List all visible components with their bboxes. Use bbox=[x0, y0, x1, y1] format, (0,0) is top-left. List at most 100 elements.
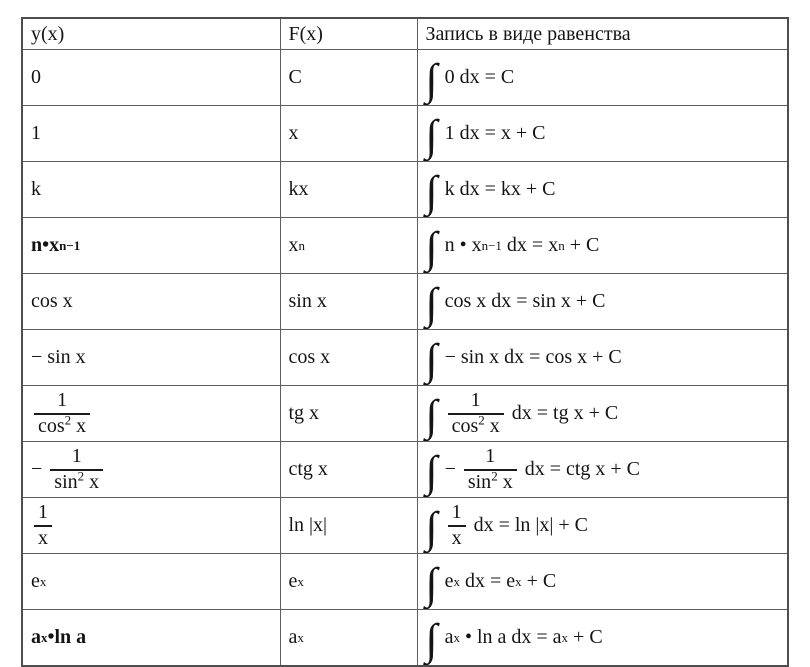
math-text: e bbox=[444, 570, 454, 592]
fraction-denominator: sin2 x bbox=[50, 467, 104, 494]
math-text: sin bbox=[467, 470, 492, 493]
header-yx: y(x) bbox=[21, 17, 281, 50]
fraction-numerator: 1 bbox=[53, 389, 71, 413]
fraction-numerator: 1 bbox=[34, 500, 52, 525]
table-row: cos x sin x ∫ cos x dx = sin x + C bbox=[21, 273, 789, 330]
table-row: 1 x ∫ 1 dx = x + C bbox=[21, 105, 789, 162]
fraction-denominator: cos2 x bbox=[447, 412, 504, 438]
cell-F: ln |x| bbox=[279, 497, 418, 554]
fraction-numerator: 1 bbox=[448, 500, 466, 525]
math-text: − sin x dx = cos x + C bbox=[444, 346, 622, 368]
math-text: n•x bbox=[31, 234, 60, 256]
cell-y-content: − 1 sin2 x bbox=[31, 444, 272, 495]
math-text: dx = e bbox=[459, 570, 516, 592]
math-text: k bbox=[31, 178, 41, 200]
cell-F-content: ln |x| bbox=[289, 500, 409, 551]
math-text: a bbox=[31, 626, 41, 648]
math-text: − sin x bbox=[31, 346, 86, 368]
cell-equation: ∫ 1 dx = x + C bbox=[416, 105, 789, 162]
cell-equation-content: ∫ 1 x dx = ln |x| + C bbox=[425, 500, 589, 552]
cell-y-content: 0 bbox=[31, 52, 272, 103]
cell-F: x bbox=[279, 105, 418, 162]
cell-equation: ∫ 1 x dx = ln |x| + C bbox=[416, 497, 789, 554]
math-text: 1 bbox=[451, 500, 462, 523]
cell-y-content: n•x n−1 bbox=[31, 234, 81, 256]
cell-equation: ∫ k dx = kx + C bbox=[416, 161, 789, 218]
superscript: 2 bbox=[77, 467, 85, 483]
math-text: tg x bbox=[288, 402, 320, 424]
math-text: x bbox=[71, 414, 87, 437]
cell-equation: ∫ − sin x dx = cos x + C bbox=[416, 329, 789, 386]
math-text: ctg x bbox=[288, 458, 328, 480]
math-text: 1 dx = x + C bbox=[444, 122, 546, 144]
math-text: C bbox=[288, 66, 302, 88]
math-text: + C bbox=[564, 234, 600, 256]
fraction: 1 cos2 x bbox=[34, 389, 91, 438]
fraction: 1 sin2 x bbox=[50, 445, 104, 494]
math-text: cos x bbox=[288, 346, 331, 368]
cell-y: cos x bbox=[21, 273, 281, 330]
cell-y-content: 1 bbox=[31, 108, 272, 159]
math-text: a bbox=[444, 626, 454, 648]
fraction-numerator: 1 bbox=[68, 445, 86, 469]
math-text: k dx = kx + C bbox=[444, 178, 556, 200]
math-text: − bbox=[444, 458, 461, 480]
cell-equation-content: ∫ 1 dx = x + C bbox=[425, 110, 546, 160]
header-row: y(x) F(x) Запись в виде равенства bbox=[21, 17, 789, 50]
cell-F-content: cos x bbox=[289, 332, 409, 383]
fraction-denominator: cos2 x bbox=[34, 411, 91, 438]
math-text: x bbox=[288, 234, 299, 256]
math-text: 1 bbox=[485, 444, 496, 467]
cell-equation: ∫ cos x dx = sin x + C bbox=[416, 273, 789, 330]
math-text: x bbox=[497, 470, 513, 493]
cell-F: tg x bbox=[279, 385, 418, 442]
math-text: a bbox=[288, 626, 298, 648]
math-text: kx bbox=[288, 178, 309, 200]
cell-y-content: k bbox=[31, 164, 272, 215]
header-Fx: F(x) bbox=[279, 17, 418, 50]
math-text: cos x dx = sin x + C bbox=[444, 290, 606, 312]
math-text: dx = ctg x + C bbox=[519, 458, 641, 480]
cell-equation-content: ∫ 0 dx = C bbox=[425, 54, 515, 104]
cell-equation: ∫ 1 cos2 x dx = tg x + C bbox=[416, 385, 789, 442]
fraction-denominator: x bbox=[34, 524, 52, 550]
cell-y: k bbox=[21, 161, 281, 218]
superscript: 2 bbox=[491, 467, 498, 483]
cell-y: 0 bbox=[21, 49, 281, 106]
math-text: sin bbox=[54, 470, 78, 493]
cell-y-content: cos x bbox=[31, 276, 272, 327]
math-text: 1 bbox=[38, 500, 48, 523]
math-text: x bbox=[38, 526, 48, 549]
cell-F-content: sin x bbox=[289, 276, 409, 327]
cell-F-content: ctg x bbox=[289, 444, 409, 495]
cell-F-content: kx bbox=[289, 164, 409, 215]
cell-F: kx bbox=[279, 161, 418, 218]
table-row: − 1 sin2 x ctg x ∫ − 1 sin2 x dx = ctg x + C bbox=[21, 441, 789, 498]
math-text: x bbox=[451, 526, 462, 549]
cell-y: − sin x bbox=[21, 329, 281, 386]
math-text: 0 dx = C bbox=[444, 66, 515, 88]
cell-y-content: − sin x bbox=[31, 332, 272, 383]
cell-F-content: x bbox=[289, 108, 409, 159]
math-text: dx = tg x + C bbox=[506, 402, 619, 424]
math-text: x bbox=[84, 470, 100, 493]
superscript: 2 bbox=[64, 411, 72, 427]
table-row: 1 x ln |x| ∫ 1 x dx = ln |x| + C bbox=[21, 497, 789, 554]
math-text: e bbox=[31, 570, 40, 592]
math-text: 0 bbox=[31, 66, 41, 88]
math-text: 1 bbox=[470, 388, 481, 411]
math-text: − bbox=[31, 458, 48, 480]
math-text: cos bbox=[38, 414, 65, 437]
cell-equation: ∫ − 1 sin2 x dx = ctg x + C bbox=[416, 441, 789, 498]
